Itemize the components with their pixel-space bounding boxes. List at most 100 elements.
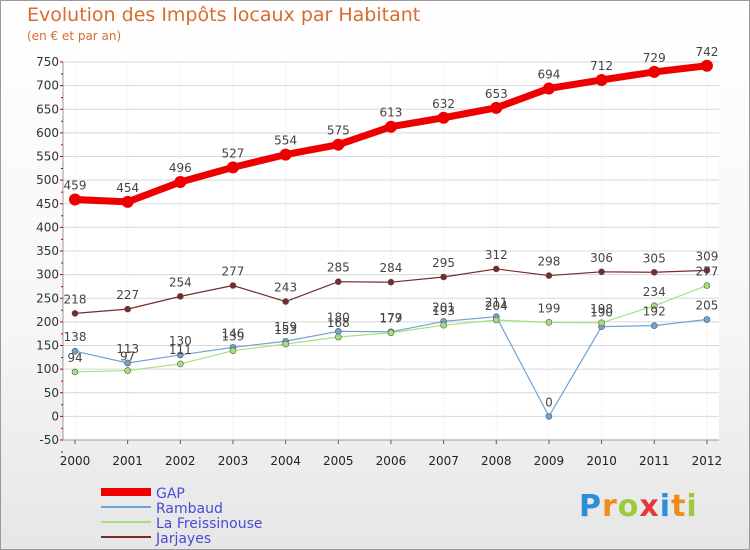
y-tick-label: 200 bbox=[36, 315, 59, 329]
x-tick-label: 2000 bbox=[60, 454, 91, 468]
data-label: 295 bbox=[432, 256, 455, 270]
data-label: 111 bbox=[169, 343, 192, 357]
data-label: 201 bbox=[432, 300, 455, 314]
data-label: 454 bbox=[116, 181, 139, 195]
data-point bbox=[282, 298, 289, 305]
x-tick-label: 2007 bbox=[428, 454, 459, 468]
data-label: 742 bbox=[695, 45, 718, 59]
data-label: 312 bbox=[485, 248, 508, 262]
data-label: 227 bbox=[116, 288, 139, 302]
data-label: 234 bbox=[643, 285, 666, 299]
data-label: 130 bbox=[169, 334, 192, 348]
logo-letter: t bbox=[671, 489, 687, 524]
data-point bbox=[124, 305, 131, 313]
y-tick-label: 400 bbox=[36, 220, 59, 234]
data-label: 177 bbox=[380, 312, 403, 326]
data-point bbox=[282, 340, 289, 348]
y-tick-label: 100 bbox=[36, 362, 59, 376]
x-tick-label: 2010 bbox=[586, 454, 617, 468]
data-point bbox=[437, 111, 450, 124]
y-tick-label: 550 bbox=[36, 150, 59, 164]
data-point bbox=[648, 65, 661, 78]
data-point bbox=[703, 282, 711, 289]
data-label: 554 bbox=[274, 134, 297, 148]
data-point bbox=[71, 310, 79, 317]
data-label: 298 bbox=[537, 255, 560, 269]
data-label: 218 bbox=[64, 292, 87, 306]
data-point bbox=[598, 319, 605, 327]
data-point bbox=[334, 278, 342, 286]
data-label: 211 bbox=[485, 296, 508, 310]
data-point bbox=[650, 268, 658, 276]
data-label: 729 bbox=[643, 51, 666, 65]
data-point bbox=[650, 322, 658, 329]
data-point bbox=[492, 265, 500, 273]
y-tick-label: 150 bbox=[36, 339, 59, 353]
chart-title: Evolution des Impôts locaux par Habitant bbox=[27, 4, 421, 26]
data-point bbox=[703, 267, 711, 274]
data-label: 309 bbox=[695, 249, 718, 263]
data-point bbox=[545, 272, 553, 279]
logo-letter: i bbox=[686, 489, 698, 524]
data-point bbox=[229, 282, 237, 289]
data-point bbox=[69, 193, 81, 206]
data-point bbox=[121, 195, 134, 208]
data-label: 277 bbox=[222, 264, 245, 278]
logo-letter: x bbox=[639, 489, 660, 524]
data-point bbox=[440, 273, 447, 281]
data-label: 179 bbox=[380, 311, 403, 325]
y-tick-label: 450 bbox=[36, 197, 59, 211]
y-tick-label: -50 bbox=[39, 433, 59, 447]
data-label: 139 bbox=[222, 330, 245, 344]
data-point bbox=[595, 73, 608, 86]
data-label: 496 bbox=[169, 161, 192, 175]
x-tick-label: 2008 bbox=[481, 454, 512, 468]
legend-label: La Freissinouse bbox=[156, 516, 263, 532]
legend-label: Jarjayes bbox=[155, 531, 211, 547]
data-label: 459 bbox=[64, 178, 87, 192]
data-label: 694 bbox=[537, 67, 560, 81]
y-tick-label: 50 bbox=[44, 386, 59, 400]
y-tick-label: 600 bbox=[36, 126, 59, 140]
data-label: 193 bbox=[432, 304, 455, 318]
y-tick-label: 500 bbox=[36, 173, 59, 187]
logo-letter: o bbox=[617, 489, 640, 524]
data-point bbox=[279, 148, 292, 161]
data-point bbox=[545, 413, 553, 420]
data-label: 527 bbox=[222, 146, 245, 160]
logo-letter: i bbox=[659, 489, 672, 524]
data-label: 204 bbox=[485, 299, 508, 313]
legend-label: GAP bbox=[156, 486, 185, 502]
data-point bbox=[384, 120, 397, 133]
x-tick-label: 2012 bbox=[692, 454, 723, 468]
data-point bbox=[334, 333, 342, 341]
data-point bbox=[332, 138, 345, 151]
data-point bbox=[177, 293, 184, 300]
y-tick-label: 750 bbox=[36, 55, 59, 69]
data-point bbox=[387, 278, 395, 286]
data-point bbox=[440, 321, 447, 329]
data-label: 243 bbox=[274, 281, 297, 295]
data-label: 284 bbox=[380, 261, 403, 275]
y-tick-label: 350 bbox=[36, 244, 59, 258]
data-label: 632 bbox=[432, 97, 455, 111]
x-tick-label: 2001 bbox=[112, 454, 143, 468]
data-point bbox=[124, 367, 131, 374]
data-label: 712 bbox=[590, 59, 613, 73]
data-label: 0 bbox=[545, 395, 553, 409]
data-label: 613 bbox=[380, 106, 403, 120]
x-tick-label: 2006 bbox=[376, 454, 407, 468]
data-point bbox=[545, 319, 553, 326]
data-point bbox=[598, 268, 605, 276]
data-label: 97 bbox=[120, 350, 135, 364]
data-label: 285 bbox=[327, 261, 350, 275]
data-label: 153 bbox=[274, 323, 297, 337]
data-label: 190 bbox=[590, 306, 613, 320]
data-label: 113 bbox=[116, 342, 139, 356]
x-tick-label: 2003 bbox=[218, 454, 249, 468]
legend-label: Rambaud bbox=[156, 501, 223, 517]
data-label: 180 bbox=[327, 310, 350, 324]
data-label: 199 bbox=[537, 301, 560, 315]
